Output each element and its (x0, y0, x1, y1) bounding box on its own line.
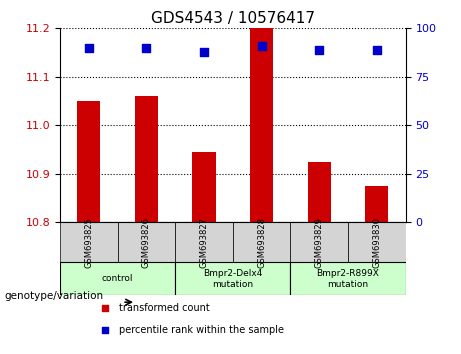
Bar (308, 162, 331, 222)
Text: GSM693828: GSM693828 (257, 217, 266, 268)
Text: GSM693827: GSM693827 (200, 217, 208, 268)
Text: GSM693829: GSM693829 (315, 217, 324, 268)
Text: control: control (102, 274, 133, 284)
FancyBboxPatch shape (175, 262, 290, 295)
FancyBboxPatch shape (118, 222, 175, 262)
Point (373, 47, 381, 52)
Point (142, 45, 150, 51)
Text: genotype/variation: genotype/variation (5, 291, 104, 301)
FancyBboxPatch shape (60, 262, 175, 295)
Point (85, 45, 92, 51)
FancyBboxPatch shape (290, 222, 348, 262)
Text: percentile rank within the sample: percentile rank within the sample (118, 325, 284, 335)
Bar (250, 28, 273, 222)
Point (258, 43, 266, 48)
Bar (365, 186, 388, 222)
FancyBboxPatch shape (60, 222, 118, 262)
Bar (193, 152, 216, 222)
Text: Bmpr2-R899X
mutation: Bmpr2-R899X mutation (317, 269, 379, 289)
Bar (135, 96, 158, 222)
FancyBboxPatch shape (175, 222, 233, 262)
FancyBboxPatch shape (348, 222, 406, 262)
Text: GSM693825: GSM693825 (84, 217, 93, 268)
FancyBboxPatch shape (233, 222, 290, 262)
Point (101, 327, 109, 333)
FancyBboxPatch shape (290, 262, 406, 295)
Title: GDS4543 / 10576417: GDS4543 / 10576417 (151, 11, 315, 26)
Point (315, 47, 323, 52)
Bar (77, 101, 100, 222)
Text: Bmpr2-Delx4
mutation: Bmpr2-Delx4 mutation (203, 269, 262, 289)
Point (101, 306, 109, 311)
Text: GSM693830: GSM693830 (372, 217, 381, 268)
Point (200, 49, 207, 55)
Text: transformed count: transformed count (118, 303, 209, 314)
Text: GSM693826: GSM693826 (142, 217, 151, 268)
